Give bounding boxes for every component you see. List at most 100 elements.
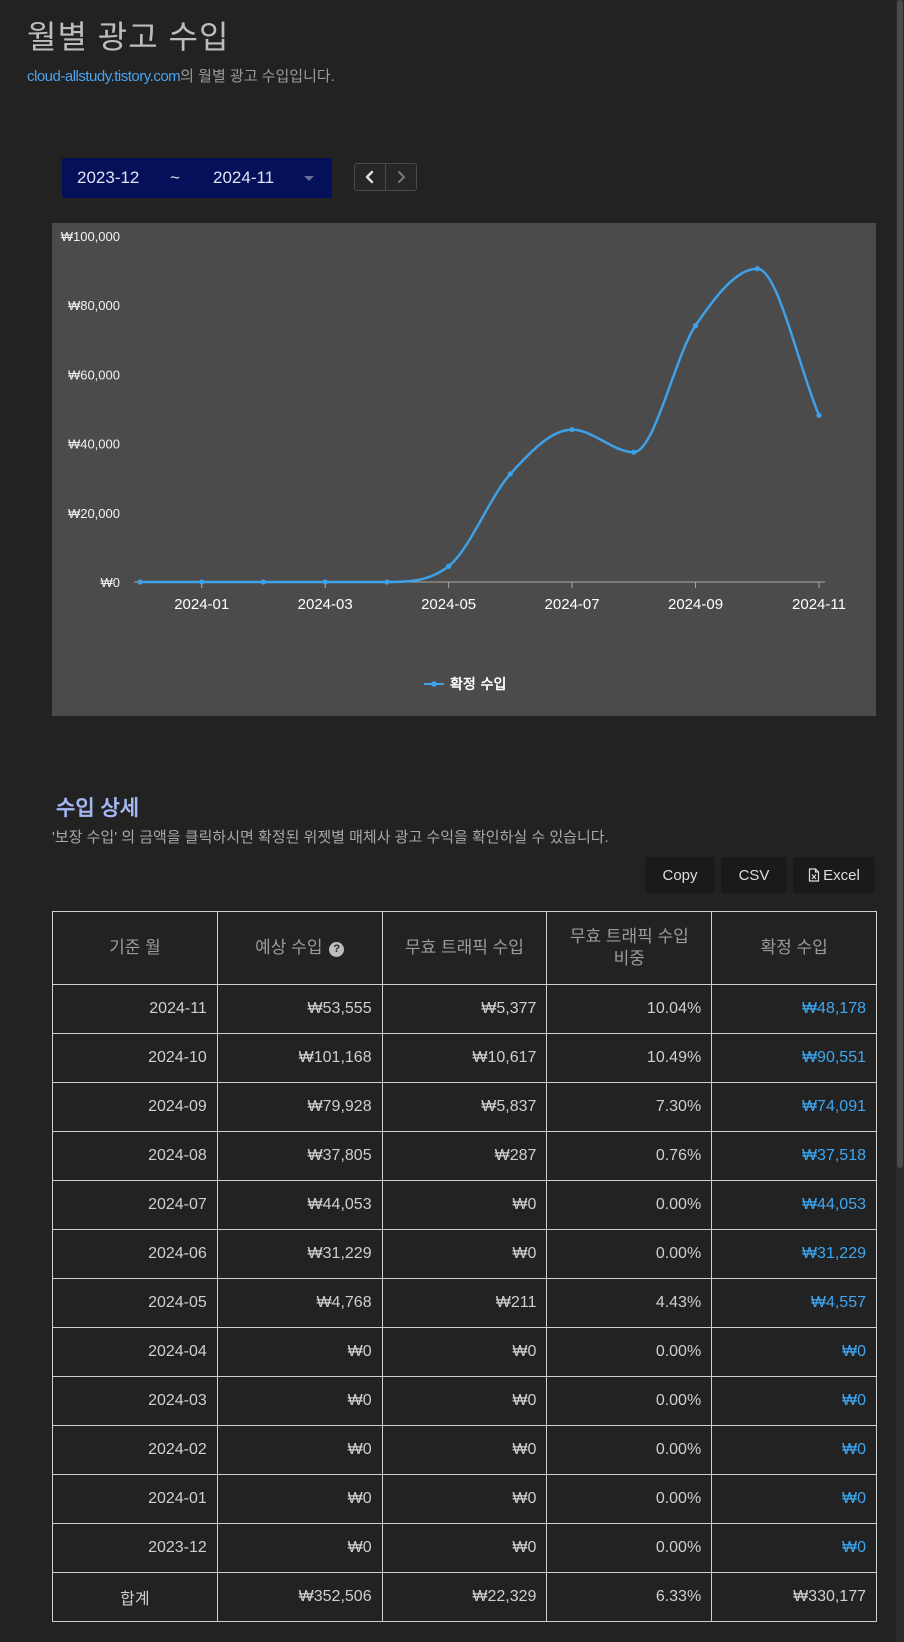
cell-ratio: 6.33% bbox=[546, 1572, 713, 1622]
cell-invalid: ₩287 bbox=[381, 1131, 548, 1181]
cell-expected: ₩101,168 bbox=[216, 1033, 383, 1083]
table-header-row: 기준 월 예상 수입 ? 무효 트래픽 수입 무효 트래픽 수입 비중 확정 수… bbox=[52, 911, 877, 985]
cell-month: 2024-04 bbox=[52, 1327, 218, 1377]
cell-month: 2024-06 bbox=[52, 1229, 218, 1279]
cell-ratio: 0.00% bbox=[546, 1327, 713, 1377]
cell-expected: ₩79,928 bbox=[216, 1082, 383, 1132]
column-header[interactable]: 예상 수입 ? bbox=[216, 911, 383, 985]
data-point bbox=[322, 579, 328, 585]
cell-confirmed[interactable]: ₩0 bbox=[711, 1425, 877, 1475]
cell-month: 2024-09 bbox=[52, 1082, 218, 1132]
x-tick-label: 2024-01 bbox=[174, 596, 229, 613]
column-header[interactable]: 무효 트래픽 수입 비중 bbox=[546, 911, 713, 985]
cell-invalid: ₩0 bbox=[381, 1327, 548, 1377]
cell-month: 2024-05 bbox=[52, 1278, 218, 1328]
column-header[interactable]: 기준 월 bbox=[52, 911, 218, 985]
column-header[interactable]: 확정 수입 bbox=[711, 911, 877, 985]
data-point bbox=[692, 323, 699, 329]
cell-expected: ₩0 bbox=[216, 1425, 383, 1475]
table-row: 2024-07 ₩44,053 ₩0 0.00% ₩44,053 bbox=[52, 1180, 877, 1230]
cell-confirmed[interactable]: ₩48,178 bbox=[711, 984, 877, 1034]
cell-confirmed[interactable]: ₩0 bbox=[711, 1376, 877, 1426]
cell-expected: ₩4,768 bbox=[216, 1278, 383, 1328]
cell-confirmed[interactable]: ₩4,557 bbox=[711, 1278, 877, 1328]
cell-ratio: 0.00% bbox=[546, 1425, 713, 1475]
cell-ratio: 0.00% bbox=[546, 1229, 713, 1279]
excel-label: Excel bbox=[823, 866, 860, 884]
cell-ratio: 0.00% bbox=[546, 1474, 713, 1524]
cell-confirmed[interactable]: ₩0 bbox=[711, 1327, 877, 1377]
page-subtitle: cloud-allstudy.tistory.com의 월별 광고 수입입니다. bbox=[27, 65, 335, 86]
cell-confirmed[interactable]: ₩74,091 bbox=[711, 1082, 877, 1132]
cell-month: 2024-02 bbox=[52, 1425, 218, 1475]
section-description: '보장 수입' 의 금액을 클릭하시면 확정된 위젯별 매체사 광고 수익을 확… bbox=[52, 829, 609, 846]
range-end: 2024-11 bbox=[213, 168, 275, 187]
caret-down-icon bbox=[304, 176, 314, 181]
export-buttons: Copy CSV Excel bbox=[645, 857, 875, 893]
table-row: 2024-04 ₩0 ₩0 0.00% ₩0 bbox=[52, 1327, 877, 1377]
cell-expected: ₩0 bbox=[216, 1474, 383, 1524]
x-tick-label: 2024-11 bbox=[792, 596, 846, 613]
cell-invalid: ₩0 bbox=[381, 1474, 548, 1524]
copy-button[interactable]: Copy bbox=[645, 857, 715, 893]
data-point bbox=[569, 426, 575, 433]
scrollbar-thumb[interactable] bbox=[897, 0, 903, 1168]
table-row: 2024-11 ₩53,555 ₩5,377 10.04% ₩48,178 bbox=[52, 984, 877, 1034]
cell-expected: ₩352,506 bbox=[216, 1572, 383, 1622]
chevron-left-icon bbox=[365, 170, 374, 184]
table-row: 2023-12 ₩0 ₩0 0.00% ₩0 bbox=[52, 1523, 877, 1573]
cell-confirmed[interactable]: ₩31,229 bbox=[711, 1229, 877, 1279]
column-header-label: 예상 수입 bbox=[255, 938, 323, 957]
range-start: 2023-12 bbox=[77, 168, 140, 187]
cell-invalid: ₩0 bbox=[381, 1425, 548, 1475]
excel-button[interactable]: Excel bbox=[793, 857, 875, 893]
cell-confirmed[interactable]: ₩0 bbox=[711, 1474, 877, 1524]
period-nav bbox=[354, 163, 417, 191]
data-point bbox=[137, 579, 143, 585]
section-title: 수입 상세 bbox=[56, 797, 140, 820]
prev-period-button[interactable] bbox=[355, 164, 385, 190]
y-tick-label: ₩20,000 bbox=[68, 506, 120, 521]
cell-month: 2024-01 bbox=[52, 1474, 218, 1524]
date-range-picker[interactable]: 2023-12 ~ 2024-11 bbox=[62, 158, 332, 198]
cell-confirmed[interactable]: ₩37,518 bbox=[711, 1131, 877, 1181]
data-point bbox=[199, 579, 205, 585]
y-tick-label: ₩80,000 bbox=[68, 298, 120, 313]
data-point bbox=[446, 563, 452, 569]
x-tick-label: 2024-09 bbox=[668, 596, 723, 613]
y-tick-label: ₩100,000 bbox=[61, 229, 120, 244]
cell-ratio: 0.76% bbox=[546, 1131, 713, 1181]
cell-invalid: ₩10,617 bbox=[381, 1033, 548, 1083]
blog-link[interactable]: cloud-allstudy.tistory.com bbox=[27, 68, 181, 85]
csv-button[interactable]: CSV bbox=[721, 857, 787, 893]
cell-expected: ₩0 bbox=[216, 1327, 383, 1377]
cell-confirmed[interactable]: ₩0 bbox=[711, 1523, 877, 1573]
y-tick-label: ₩0 bbox=[101, 575, 121, 590]
series-line bbox=[140, 267, 821, 584]
cell-invalid: ₩0 bbox=[381, 1180, 548, 1230]
cell-invalid: ₩0 bbox=[381, 1523, 548, 1573]
excel-file-icon bbox=[809, 868, 820, 882]
column-header[interactable]: 무효 트래픽 수입 bbox=[381, 911, 548, 985]
x-tick-label: 2024-03 bbox=[298, 596, 353, 613]
cell-expected: ₩53,555 bbox=[216, 984, 383, 1034]
cell-confirmed[interactable]: ₩44,053 bbox=[711, 1180, 877, 1230]
table-row: 2024-09 ₩79,928 ₩5,837 7.30% ₩74,091 bbox=[52, 1082, 877, 1132]
cell-ratio: 10.04% bbox=[546, 984, 713, 1034]
question-circle-icon[interactable]: ? bbox=[329, 942, 345, 957]
data-point bbox=[260, 579, 267, 585]
cell-expected: ₩44,053 bbox=[216, 1180, 383, 1230]
cell-invalid: ₩211 bbox=[381, 1278, 548, 1328]
next-period-button[interactable] bbox=[385, 164, 416, 190]
table-row: 2024-01 ₩0 ₩0 0.00% ₩0 bbox=[52, 1474, 877, 1524]
cell-expected: ₩37,805 bbox=[216, 1131, 383, 1181]
scrollbar-track[interactable] bbox=[896, 0, 904, 1642]
table-total-row: 합계 ₩352,506 ₩22,329 6.33% ₩330,177 bbox=[52, 1572, 877, 1622]
cell-ratio: 4.43% bbox=[546, 1278, 713, 1328]
cell-confirmed[interactable]: ₩90,551 bbox=[711, 1033, 877, 1083]
data-point bbox=[384, 579, 390, 585]
cell-ratio: 0.00% bbox=[546, 1523, 713, 1573]
cell-expected: ₩0 bbox=[216, 1376, 383, 1426]
chevron-right-icon bbox=[398, 171, 405, 183]
cell-expected: ₩0 bbox=[216, 1523, 383, 1573]
